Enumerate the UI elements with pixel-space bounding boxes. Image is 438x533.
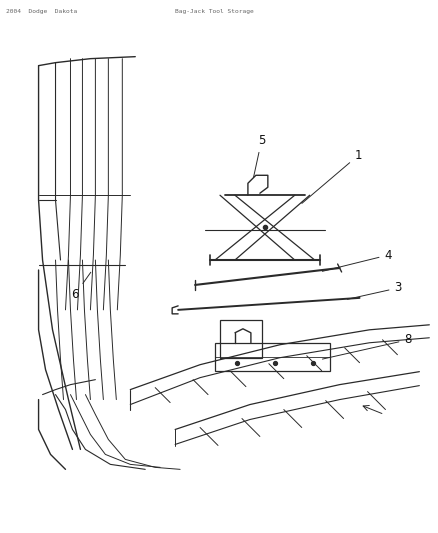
Text: 2004  Dodge  Dakota: 2004 Dodge Dakota	[6, 9, 77, 14]
Text: 1: 1	[301, 149, 361, 204]
Text: 4: 4	[321, 248, 391, 271]
Text: 6: 6	[71, 272, 91, 301]
Text: 3: 3	[346, 281, 401, 300]
Text: 5: 5	[253, 134, 265, 177]
Text: 8: 8	[321, 333, 411, 359]
Text: Bag-Jack Tool Storage: Bag-Jack Tool Storage	[175, 9, 253, 14]
Bar	[219, 320, 261, 358]
Bar	[215, 343, 329, 370]
